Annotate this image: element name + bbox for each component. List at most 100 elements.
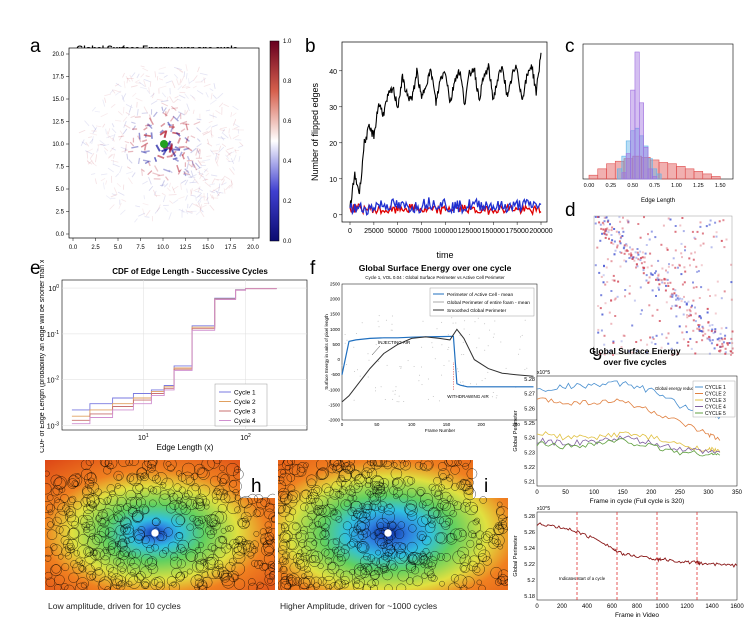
foam-bubble	[342, 521, 352, 531]
foam-bubble	[374, 533, 388, 547]
foam-edge	[143, 106, 149, 114]
foam-bubble	[158, 493, 172, 507]
foam-bubble	[58, 525, 71, 537]
foam-bubble	[453, 574, 468, 589]
foam-bubble	[268, 561, 275, 568]
foam-edge	[232, 112, 237, 116]
matrix-cell	[730, 350, 732, 353]
foam-bubble	[237, 541, 251, 554]
purple-histogram-bar	[634, 51, 640, 180]
foam-bubble	[207, 553, 219, 566]
foam-edge	[152, 172, 161, 176]
foam-edge	[125, 112, 130, 116]
foam-edge	[163, 74, 168, 78]
matrix-cell	[671, 295, 674, 298]
foam-edge	[178, 208, 186, 213]
foam-edge	[139, 86, 148, 90]
scatter-point	[368, 359, 370, 361]
scatter-point	[391, 329, 393, 331]
foam-bubble	[269, 571, 275, 578]
foam-edge	[105, 128, 107, 135]
foam-bubble	[57, 554, 64, 560]
foam-edge	[223, 103, 230, 108]
panel-h-caption: Low amplitude, driven for 10 cycles	[48, 601, 181, 611]
foam-edge	[199, 210, 205, 218]
foam-edge	[181, 208, 184, 213]
foam-bubble	[355, 541, 362, 549]
foam-edge	[199, 194, 207, 198]
foam-bubble	[126, 580, 133, 588]
foam-bubble	[289, 562, 301, 574]
foam-bubble	[217, 563, 224, 570]
foam-edge	[104, 150, 107, 155]
foam-edge	[128, 177, 133, 185]
foam-bubble	[426, 570, 435, 579]
foam-edge	[171, 107, 179, 110]
matrix-cell	[606, 281, 609, 283]
matrix-cell	[671, 305, 674, 308]
foam-edge	[145, 210, 151, 217]
matrix-cell	[724, 347, 727, 350]
foam-bubble	[266, 578, 273, 584]
purple-histogram-bar	[643, 146, 649, 180]
scatter-point	[462, 381, 464, 383]
foam-bubble	[199, 584, 207, 590]
foam-bubble	[62, 538, 74, 550]
foam-edge	[123, 80, 126, 89]
foam-bubble	[94, 567, 103, 576]
foam-bubble	[308, 522, 316, 530]
matrix-cell	[654, 236, 657, 239]
matrix-cell	[680, 273, 683, 276]
foam-edge	[206, 142, 213, 147]
foam-bubble	[473, 544, 487, 557]
foam-bubble	[377, 482, 389, 494]
foam-edge	[165, 176, 169, 181]
matrix-cell	[606, 258, 609, 261]
foam-bubble	[143, 460, 157, 469]
foam-bubble	[390, 467, 403, 480]
matrix-cell	[675, 294, 678, 297]
foam-edge	[185, 123, 189, 131]
matrix-cell	[647, 233, 649, 236]
x-tick-label: 200	[646, 490, 657, 496]
matrix-cell	[612, 274, 615, 277]
matrix-cell	[667, 342, 670, 345]
matrix-cell	[665, 247, 668, 250]
foam-bubble	[446, 474, 454, 482]
foam-edge	[142, 180, 148, 185]
panel-letter-d: d	[565, 200, 576, 221]
matrix-cell	[670, 347, 673, 350]
foam-bubble	[162, 547, 169, 555]
matrix-cell	[668, 263, 670, 266]
foam-bubble	[68, 572, 79, 583]
scatter-point	[394, 390, 396, 392]
foam-edge	[163, 168, 171, 173]
foam-bubble	[252, 509, 261, 518]
matrix-cell	[719, 332, 722, 335]
foam-bubble	[211, 497, 219, 504]
foam-bubble	[434, 532, 446, 544]
foam-bubble	[336, 548, 350, 562]
matrix-cell	[612, 341, 615, 344]
panel-letter-i: i	[484, 476, 489, 497]
matrix-cell	[603, 220, 606, 223]
foam-bubble	[125, 489, 137, 501]
foam-bubble	[438, 462, 447, 471]
panel-d-frame	[593, 215, 733, 355]
foam-bubble	[418, 534, 426, 542]
foam-edge	[135, 97, 143, 102]
matrix-cell	[685, 303, 688, 306]
foam-bubble	[211, 489, 223, 501]
foam-edge	[228, 183, 234, 189]
matrix-cell	[658, 278, 661, 281]
matrix-cell	[605, 266, 608, 269]
foam-bubble	[357, 565, 364, 571]
foam-bubble	[99, 460, 110, 467]
foam-edge	[100, 144, 105, 146]
matrix-cell	[655, 270, 657, 273]
colorbar-tick-label: 0.8	[283, 79, 292, 85]
foam-edge	[118, 202, 122, 210]
matrix-cell	[725, 326, 728, 329]
matrix-cell	[711, 328, 714, 331]
foam-bubble	[169, 556, 182, 569]
